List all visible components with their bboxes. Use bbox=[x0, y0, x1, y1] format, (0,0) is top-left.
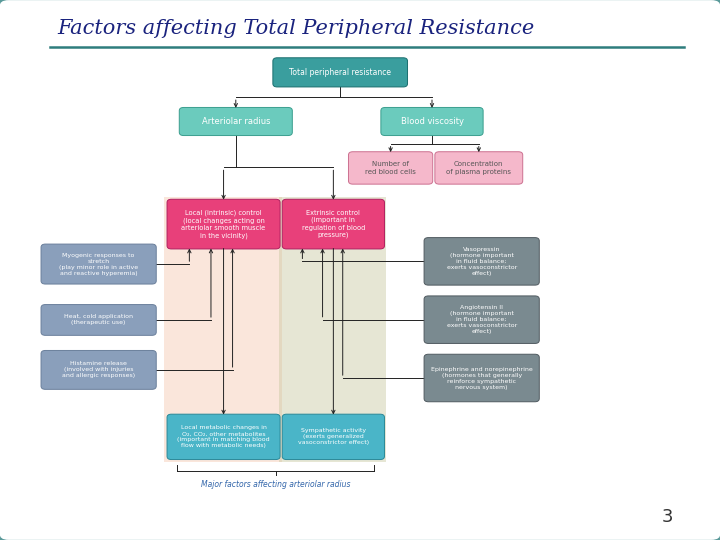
Text: Heat, cold application
(therapeutic use): Heat, cold application (therapeutic use) bbox=[64, 314, 133, 326]
FancyBboxPatch shape bbox=[282, 199, 384, 249]
FancyBboxPatch shape bbox=[167, 199, 280, 249]
Text: Vasopressin
(hormone important
in fluid balance;
exerts vasoconstrictor
effect): Vasopressin (hormone important in fluid … bbox=[446, 247, 517, 276]
Text: Local (intrinsic) control
(local changes acting on
arteriolar smooth muscle
in t: Local (intrinsic) control (local changes… bbox=[181, 210, 266, 239]
FancyBboxPatch shape bbox=[41, 350, 156, 389]
Text: Myogenic responses to
stretch
(play minor role in active
and reactive hyperemia): Myogenic responses to stretch (play mino… bbox=[59, 253, 138, 275]
Text: Concentration
of plasma proteins: Concentration of plasma proteins bbox=[446, 161, 511, 174]
Text: Factors affecting Total Peripheral Resistance: Factors affecting Total Peripheral Resis… bbox=[58, 19, 535, 38]
Text: Histamine release
(involved with injuries
and allergic responses): Histamine release (involved with injurie… bbox=[62, 361, 135, 379]
FancyBboxPatch shape bbox=[424, 238, 539, 285]
Text: 3: 3 bbox=[662, 509, 673, 526]
FancyBboxPatch shape bbox=[348, 152, 433, 184]
Text: Arteriolar radius: Arteriolar radius bbox=[202, 117, 270, 126]
Text: Number of
red blood cells: Number of red blood cells bbox=[365, 161, 416, 174]
FancyBboxPatch shape bbox=[424, 296, 539, 343]
FancyBboxPatch shape bbox=[424, 354, 539, 402]
Text: Extrinsic control
(important in
regulation of blood
pressure): Extrinsic control (important in regulati… bbox=[302, 210, 365, 239]
FancyBboxPatch shape bbox=[435, 152, 523, 184]
Text: Sympathetic activity
(exerts generalized
vasoconstrictor effect): Sympathetic activity (exerts generalized… bbox=[298, 428, 369, 446]
FancyBboxPatch shape bbox=[279, 197, 386, 462]
FancyBboxPatch shape bbox=[41, 244, 156, 284]
FancyBboxPatch shape bbox=[41, 305, 156, 335]
Text: Major factors affecting arteriolar radius: Major factors affecting arteriolar radiu… bbox=[201, 480, 351, 489]
FancyBboxPatch shape bbox=[381, 107, 483, 136]
Text: Blood viscosity: Blood viscosity bbox=[400, 117, 464, 126]
Text: Total peripheral resistance: Total peripheral resistance bbox=[289, 68, 391, 77]
FancyBboxPatch shape bbox=[273, 58, 408, 87]
FancyBboxPatch shape bbox=[179, 107, 292, 136]
Text: Epinephrine and norepinephrine
(hormones that generally
reinforce sympathetic
ne: Epinephrine and norepinephrine (hormones… bbox=[431, 367, 533, 389]
Text: Local metabolic changes in
O₂, CO₂, other metabolites
(important in matching blo: Local metabolic changes in O₂, CO₂, othe… bbox=[177, 426, 270, 448]
Text: Angiotensin II
(hormone important
in fluid balance;
exerts vasoconstrictor
effec: Angiotensin II (hormone important in flu… bbox=[446, 305, 517, 334]
FancyBboxPatch shape bbox=[282, 414, 384, 460]
FancyBboxPatch shape bbox=[167, 414, 280, 460]
FancyBboxPatch shape bbox=[164, 197, 282, 462]
